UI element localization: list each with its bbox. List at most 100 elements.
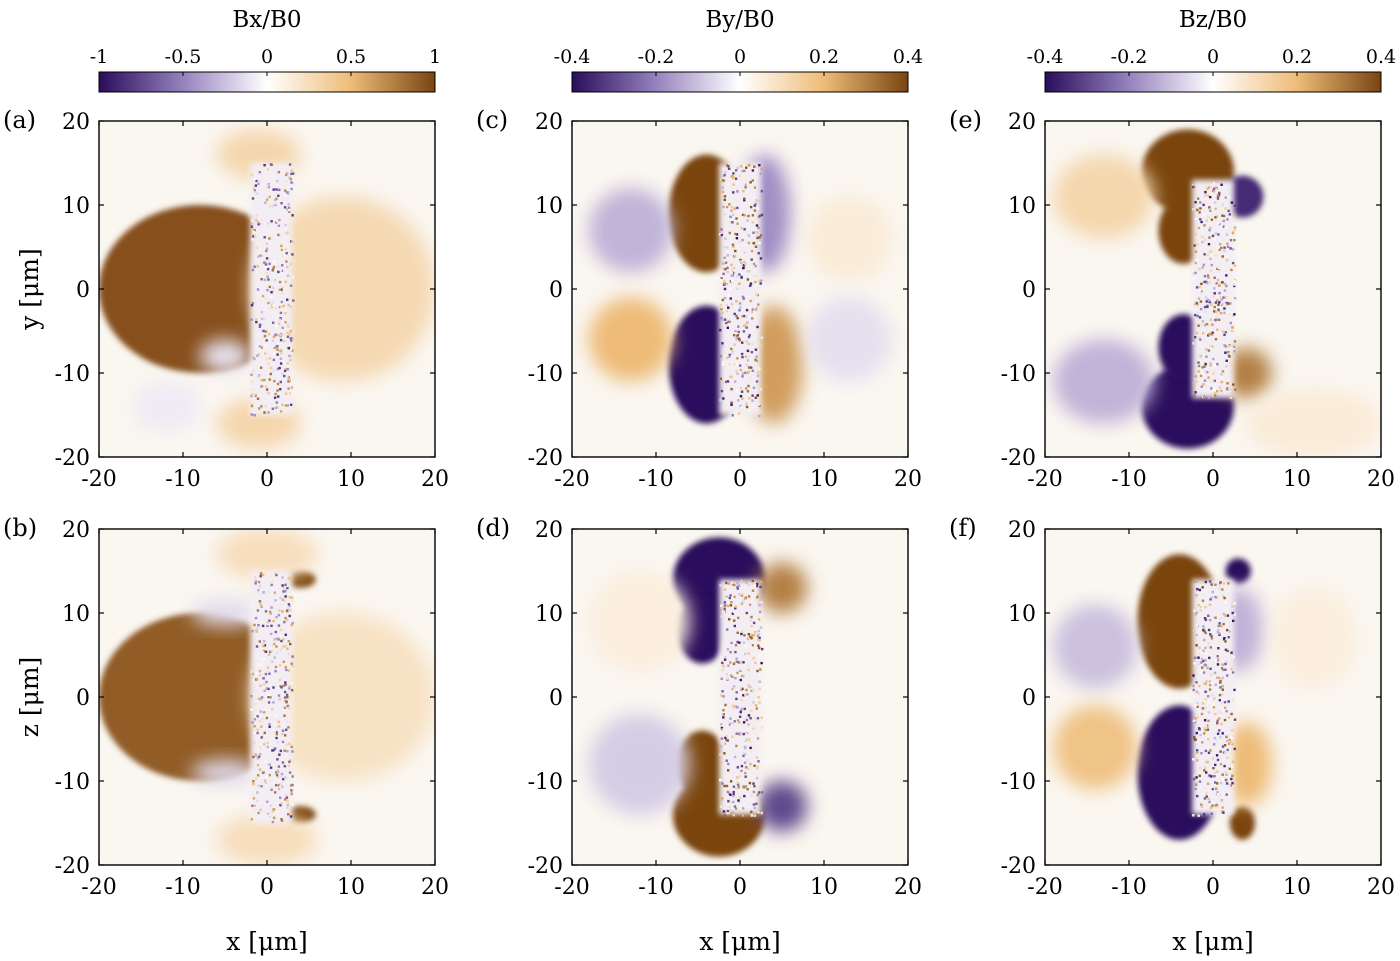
noise-speck bbox=[1227, 350, 1230, 354]
noise-speck bbox=[1195, 633, 1198, 637]
noise-speck bbox=[732, 191, 735, 194]
noise-speck bbox=[1199, 207, 1202, 210]
noise-speck bbox=[272, 352, 276, 355]
noise-speck bbox=[269, 163, 273, 166]
noise-speck bbox=[1214, 781, 1217, 784]
noise-speck bbox=[1215, 318, 1218, 321]
noise-speck bbox=[1205, 591, 1208, 594]
noise-speck bbox=[1209, 269, 1212, 273]
noise-speck bbox=[262, 329, 265, 333]
noise-speck bbox=[1220, 711, 1223, 715]
noise-speck bbox=[735, 362, 738, 366]
noise-speck bbox=[274, 630, 277, 634]
noise-speck bbox=[1202, 627, 1205, 630]
noise-speck bbox=[733, 755, 737, 759]
noise-speck bbox=[741, 295, 745, 299]
noise-speck bbox=[729, 215, 732, 218]
noise-speck bbox=[284, 321, 287, 324]
noise-speck bbox=[1195, 690, 1198, 693]
noise-speck bbox=[1215, 596, 1218, 599]
noise-speck bbox=[284, 681, 287, 684]
noise-speck bbox=[1216, 246, 1219, 250]
noise-speck bbox=[733, 805, 737, 808]
noise-speck bbox=[279, 338, 283, 342]
noise-speck bbox=[1197, 311, 1200, 315]
noise-speck bbox=[1192, 674, 1195, 677]
noise-speck bbox=[744, 775, 747, 778]
noise-speck bbox=[1207, 751, 1211, 754]
noise-speck bbox=[1221, 370, 1225, 373]
noise-speck bbox=[753, 606, 756, 609]
noise-speck bbox=[1231, 607, 1234, 610]
y-tick-label: 10 bbox=[535, 194, 563, 219]
noise-speck bbox=[740, 390, 744, 393]
noise-speck bbox=[758, 403, 761, 406]
noise-speck bbox=[1211, 616, 1215, 619]
heatmap-field bbox=[99, 529, 435, 865]
noise-speck bbox=[284, 616, 287, 620]
noise-speck bbox=[760, 167, 763, 171]
x-tick-label: 0 bbox=[733, 467, 747, 492]
noise-speck bbox=[1228, 738, 1231, 741]
noise-speck bbox=[1207, 701, 1211, 704]
noise-speck bbox=[755, 756, 759, 759]
noise-speck bbox=[1200, 752, 1203, 755]
noise-speck bbox=[1200, 220, 1203, 224]
noise-speck bbox=[1213, 292, 1216, 295]
noise-speck bbox=[277, 787, 281, 791]
noise-speck bbox=[266, 186, 269, 189]
noise-speck bbox=[1197, 692, 1200, 695]
noise-speck bbox=[722, 287, 725, 290]
noise-speck bbox=[1204, 690, 1207, 693]
noise-speck bbox=[749, 205, 753, 209]
noise-speck bbox=[1217, 711, 1220, 714]
noise-speck bbox=[284, 734, 287, 737]
noise-speck bbox=[287, 203, 290, 206]
noise-speck bbox=[275, 651, 279, 654]
noise-speck bbox=[1203, 664, 1206, 667]
noise-speck bbox=[737, 661, 741, 664]
noise-speck bbox=[285, 172, 289, 175]
noise-speck bbox=[1197, 297, 1201, 300]
noise-speck bbox=[751, 179, 754, 182]
noise-speck bbox=[754, 202, 757, 205]
noise-speck bbox=[753, 806, 756, 810]
noise-speck bbox=[750, 310, 753, 314]
noise-speck bbox=[287, 387, 290, 390]
noise-speck bbox=[736, 776, 739, 779]
noise-speck bbox=[1231, 743, 1234, 746]
noise-speck bbox=[262, 354, 266, 357]
noise-speck bbox=[757, 696, 760, 699]
noise-speck bbox=[1229, 396, 1232, 399]
noise-speck bbox=[1226, 748, 1229, 752]
noise-speck bbox=[291, 689, 294, 692]
x-axis-label: x [μm] bbox=[699, 927, 781, 956]
noise-speck bbox=[264, 404, 267, 408]
noise-speck bbox=[284, 665, 287, 669]
noise-speck bbox=[726, 254, 729, 257]
noise-speck bbox=[279, 628, 283, 631]
noise-speck bbox=[258, 640, 261, 643]
noise-speck bbox=[272, 304, 275, 307]
field-blob bbox=[756, 562, 808, 613]
noise-speck bbox=[730, 206, 733, 209]
noise-speck bbox=[1212, 394, 1215, 398]
noise-speck bbox=[1218, 386, 1222, 389]
noise-speck bbox=[1211, 323, 1214, 326]
noise-speck bbox=[291, 750, 294, 753]
noise-speck bbox=[250, 403, 254, 406]
noise-speck bbox=[1196, 705, 1199, 708]
noise-speck bbox=[1196, 751, 1199, 754]
noise-speck bbox=[1219, 750, 1222, 753]
noise-speck bbox=[280, 288, 283, 291]
noise-speck bbox=[1198, 211, 1201, 214]
noise-speck bbox=[1225, 660, 1228, 663]
noise-speck bbox=[1216, 732, 1220, 735]
noise-speck bbox=[738, 309, 741, 312]
x-tick-label: -10 bbox=[1111, 875, 1146, 900]
noise-speck bbox=[749, 717, 752, 720]
noise-speck bbox=[759, 279, 763, 282]
noise-speck bbox=[1212, 743, 1216, 746]
noise-speck bbox=[1206, 758, 1209, 762]
noise-speck bbox=[741, 600, 745, 603]
